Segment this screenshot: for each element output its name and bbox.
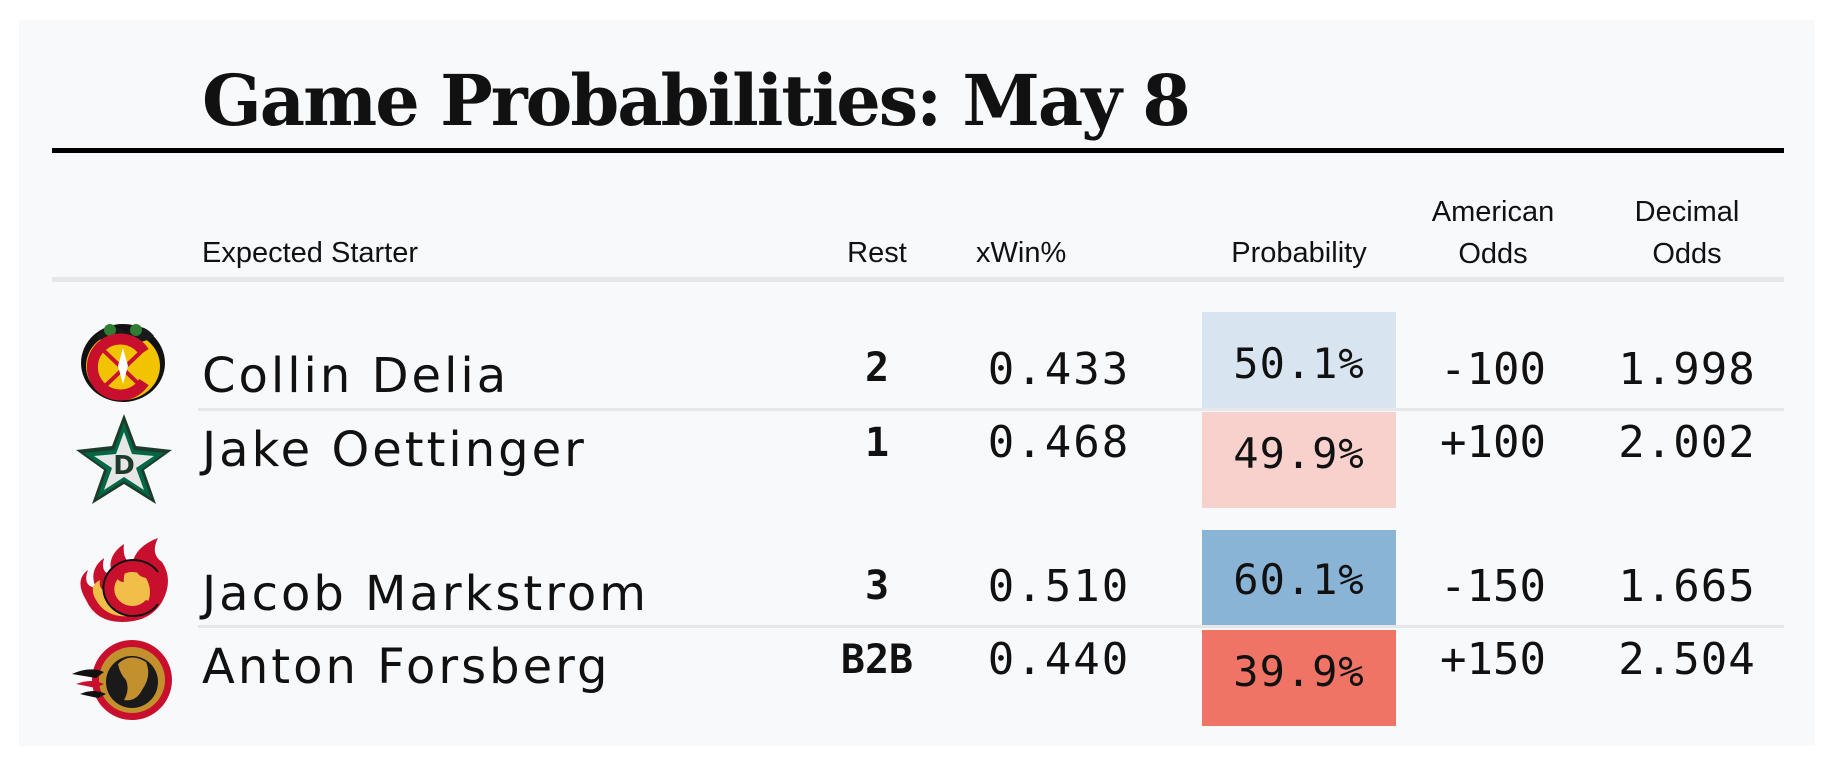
probability-value: 60.1% (1233, 555, 1365, 604)
chicago-blackhawks-logo-icon (66, 314, 176, 410)
header-expected-starter: Expected Starter (202, 237, 418, 269)
xwin-value: 0.433 (987, 344, 1131, 395)
header-xwin: xWin% (976, 237, 1067, 269)
american-odds-value: -100 (1440, 344, 1546, 395)
header-american-line1: American (1431, 196, 1555, 228)
american-odds-value: +100 (1440, 417, 1546, 468)
ottawa-senators-logo-icon (66, 630, 176, 726)
decimal-odds-value: 1.665 (1618, 561, 1756, 612)
xwin-value: 0.510 (987, 561, 1131, 612)
starter-name: Jake Oettinger (202, 422, 587, 478)
probability-cell: 50.1% (1202, 312, 1396, 408)
header-decimal-line2: Odds (1652, 238, 1722, 270)
starter-name: Jacob Markstrom (202, 566, 650, 622)
title-divider (52, 148, 1784, 153)
probability-cell: 49.9% (1202, 412, 1396, 508)
calgary-flames-logo-icon (66, 530, 176, 626)
rest-value: B2B (840, 637, 914, 683)
american-odds-value: -150 (1440, 561, 1546, 612)
rest-value: 3 (864, 563, 890, 609)
header-american-line2: Odds (1458, 238, 1528, 270)
decimal-odds-value: 2.504 (1618, 634, 1756, 685)
page-title: Game Probabilities: May 8 (202, 59, 1191, 142)
xwin-value: 0.468 (987, 417, 1131, 468)
row-divider (198, 625, 1784, 628)
dallas-stars-logo-icon: D (66, 412, 176, 508)
probability-cell: 39.9% (1202, 630, 1396, 726)
starter-name: Anton Forsberg (202, 639, 611, 695)
row-divider (198, 408, 1784, 411)
svg-text:D: D (113, 451, 135, 481)
probability-value: 39.9% (1233, 647, 1365, 696)
xwin-value: 0.440 (987, 634, 1131, 685)
american-odds-value: +150 (1440, 634, 1546, 685)
rest-value: 2 (864, 345, 890, 391)
decimal-odds-value: 2.002 (1618, 417, 1756, 468)
probability-value: 49.9% (1233, 429, 1365, 478)
probability-cell: 60.1% (1202, 530, 1396, 626)
header-divider (52, 277, 1784, 282)
header-decimal-line1: Decimal (1634, 196, 1740, 228)
decimal-odds-value: 1.998 (1618, 344, 1756, 395)
header-rest: Rest (847, 237, 907, 269)
rest-value: 1 (864, 420, 890, 466)
starter-name: Collin Delia (202, 348, 510, 404)
probability-value: 50.1% (1233, 339, 1365, 388)
header-probability: Probability (1231, 237, 1367, 269)
